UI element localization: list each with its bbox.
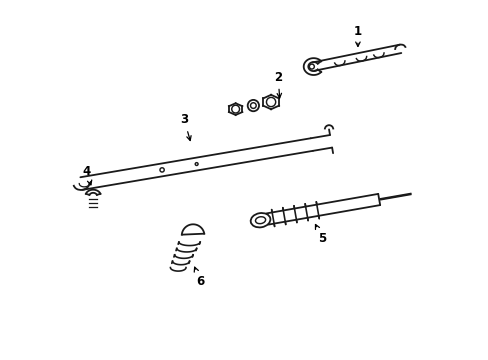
Text: 5: 5 — [315, 225, 326, 245]
Text: 3: 3 — [180, 113, 191, 140]
Text: 4: 4 — [82, 165, 92, 185]
Text: 1: 1 — [353, 24, 361, 46]
Text: 2: 2 — [274, 71, 282, 98]
Text: 6: 6 — [194, 267, 204, 288]
